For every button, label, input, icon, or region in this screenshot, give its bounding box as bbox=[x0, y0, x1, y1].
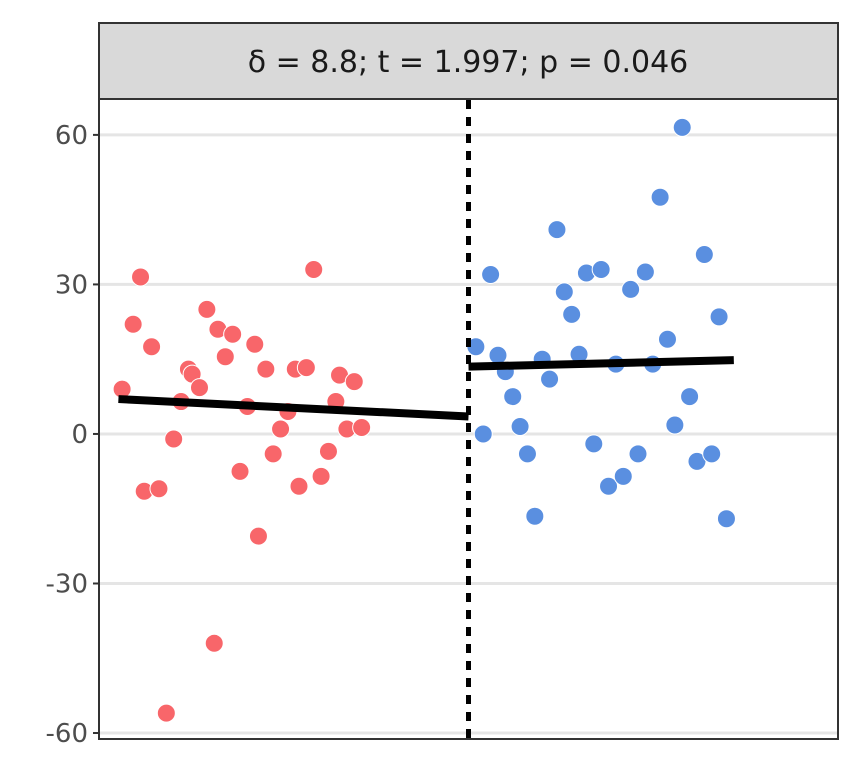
data-point bbox=[621, 279, 641, 299]
data-point bbox=[694, 245, 714, 265]
data-point bbox=[510, 416, 530, 436]
data-point bbox=[215, 347, 235, 367]
data-point bbox=[481, 264, 501, 284]
data-point bbox=[223, 324, 243, 344]
data-point bbox=[584, 434, 604, 454]
facet-strip bbox=[98, 22, 839, 100]
trend-lines bbox=[118, 356, 734, 421]
trend-line bbox=[118, 395, 469, 421]
data-point bbox=[657, 329, 677, 349]
data-points bbox=[112, 117, 736, 723]
data-point bbox=[318, 441, 338, 461]
trend-line bbox=[468, 356, 734, 371]
data-point bbox=[304, 259, 324, 279]
data-point bbox=[562, 304, 582, 324]
data-point bbox=[164, 429, 184, 449]
data-point bbox=[289, 476, 309, 496]
data-point bbox=[709, 307, 729, 327]
data-point bbox=[352, 417, 372, 437]
data-point bbox=[142, 337, 162, 357]
data-point bbox=[554, 282, 574, 302]
data-point bbox=[197, 299, 217, 319]
data-point bbox=[256, 359, 276, 379]
data-point bbox=[488, 345, 508, 365]
data-point bbox=[702, 444, 722, 464]
data-point bbox=[248, 526, 268, 546]
y-tick-label: 30 bbox=[55, 270, 88, 300]
data-point bbox=[540, 369, 560, 389]
y-tick-label: 0 bbox=[71, 420, 88, 450]
data-point bbox=[665, 415, 685, 435]
data-point bbox=[149, 479, 169, 499]
data-point bbox=[672, 117, 692, 137]
data-point bbox=[296, 358, 316, 378]
data-point bbox=[156, 703, 176, 723]
facet-strip-title: δ = 8.8; t = 1.997; p = 0.046 bbox=[248, 45, 689, 80]
data-point bbox=[473, 424, 493, 444]
data-point bbox=[525, 506, 545, 526]
data-point bbox=[599, 476, 619, 496]
data-point bbox=[635, 262, 655, 282]
data-point bbox=[591, 259, 611, 279]
data-point bbox=[547, 220, 567, 240]
y-tick-label: -60 bbox=[46, 719, 88, 749]
data-point bbox=[131, 267, 151, 287]
data-point bbox=[613, 466, 633, 486]
y-tick-label: 60 bbox=[55, 121, 88, 151]
y-axis: 60 30 0 -30 -60 bbox=[46, 121, 100, 749]
data-point bbox=[245, 334, 265, 354]
data-point bbox=[189, 378, 209, 398]
data-point bbox=[204, 633, 224, 653]
data-point bbox=[271, 419, 291, 439]
data-point bbox=[680, 387, 700, 407]
data-point bbox=[716, 509, 736, 529]
data-point bbox=[628, 444, 648, 464]
data-point bbox=[123, 314, 143, 334]
data-point bbox=[344, 372, 364, 392]
data-point bbox=[517, 444, 537, 464]
data-point bbox=[650, 187, 670, 207]
y-tick-label: -30 bbox=[46, 569, 88, 599]
data-point bbox=[263, 444, 283, 464]
data-point bbox=[311, 466, 331, 486]
data-point bbox=[230, 461, 250, 481]
data-point bbox=[503, 387, 523, 407]
